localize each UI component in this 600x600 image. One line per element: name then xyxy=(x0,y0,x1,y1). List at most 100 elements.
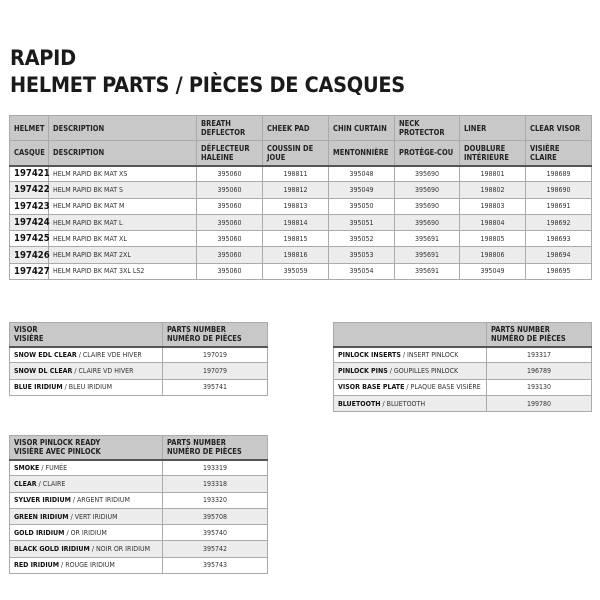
part-number: 395052 xyxy=(328,230,395,248)
item-name-fr: GOUPILLES PINLOCK xyxy=(393,366,459,375)
part-code: 197423 xyxy=(9,197,50,215)
separator: / xyxy=(68,512,75,521)
part-number: 198801 xyxy=(459,164,526,183)
item-name: BLUETOOTH / BLUETOOTH xyxy=(333,394,487,413)
part-number: 198693 xyxy=(525,230,592,248)
part-number: 199780 xyxy=(486,394,592,413)
item-name-en: BLUE IRIDIUM xyxy=(14,383,63,392)
item-name-en: RED IRIDIUM xyxy=(14,561,60,570)
part-number: 193317 xyxy=(486,345,592,364)
column-header: CLEAR VISOR xyxy=(525,115,592,141)
item-name: GREEN IRIDIUM / VERT IRIDIUM xyxy=(9,507,163,526)
item-name-fr: FUMÉE xyxy=(45,463,68,472)
separator: / xyxy=(39,463,46,472)
helmet-parts-table: HELMET DESCRIPTION BREATH DEFLECTOR CHEEK P… xyxy=(9,115,592,281)
item-name-fr: NOIR OR IRIDIUM xyxy=(95,545,151,554)
table-row: 197425 HELM RAPID BK MAT XL 395060 198815 39… xyxy=(9,230,592,248)
separator: / xyxy=(64,528,71,537)
part-number: 395690 xyxy=(394,164,460,183)
item-name: SNOW EDL CLEAR / CLAIRE VDE HIVER xyxy=(9,345,163,364)
item-name-en: SNOW EDL CLEAR xyxy=(14,350,77,359)
part-code: 197426 xyxy=(9,246,50,264)
item-name-fr: OR IRIDIUM xyxy=(70,528,107,537)
separator: / xyxy=(400,350,407,359)
item-name: SMOKE / FUMÉE xyxy=(9,458,163,477)
part-number: 197079 xyxy=(162,362,268,380)
parts-number-header: PARTS NUMBER NUMÉRO DE PIÈCES xyxy=(162,322,268,348)
part-number: 395690 xyxy=(394,213,460,232)
part-code: 197424 xyxy=(9,213,50,232)
part-number: 198816 xyxy=(262,246,329,264)
column-header: LINER xyxy=(459,115,526,141)
part-number: 395051 xyxy=(328,213,395,232)
part-number: 193130 xyxy=(486,378,592,396)
item-name: CLEAR / CLAIRE xyxy=(9,475,163,493)
part-number: 193318 xyxy=(162,475,268,493)
part-number: 196789 xyxy=(486,362,592,380)
item-name-fr: INSERT PINLOCK xyxy=(406,350,459,359)
description: HELM RAPID BK MAT 3XL LS2 xyxy=(48,262,197,281)
part-number: 395743 xyxy=(162,556,268,575)
part-number: 198694 xyxy=(525,246,592,264)
part-number: 198815 xyxy=(262,230,329,248)
separator: / xyxy=(72,366,79,375)
pinlock-header: VISOR PINLOCK READY VISIÈRE AVEC PINLOCK xyxy=(9,435,163,461)
item-name-en: CLEAR xyxy=(14,479,37,488)
table-row: VISOR BASE PLATE / PLAQUE BASE VISIÈRE 19… xyxy=(333,378,592,396)
item-name-en: BLUETOOTH xyxy=(338,399,381,408)
column-header: DÉFLECTEUR HALEINE xyxy=(196,140,263,167)
table-row: 197427 HELM RAPID BK MAT 3XL LS2 395060 395… xyxy=(9,262,592,281)
description: HELM RAPID BK MAT 2XL xyxy=(48,246,197,264)
table-row: SNOW EDL CLEAR / CLAIRE VDE HIVER 197019 xyxy=(9,345,268,364)
separator: / xyxy=(387,366,394,375)
part-number: 395049 xyxy=(459,262,526,281)
item-name: SNOW DL CLEAR / CLAIRE VD HIVER xyxy=(9,362,163,380)
description: HELM RAPID BK MAT M xyxy=(48,197,197,215)
part-number: 395048 xyxy=(328,164,395,183)
accessories-header xyxy=(333,322,487,348)
accessories-table: PARTS NUMBER NUMÉRO DE PIÈCES PINLOCK INS… xyxy=(333,322,592,413)
part-number: 198695 xyxy=(525,262,592,281)
item-name-en: VISOR BASE PLATE xyxy=(338,383,405,392)
table-row: RED IRIDIUM / ROUGE IRIDIUM 395743 xyxy=(9,556,268,575)
part-number: 395691 xyxy=(394,262,460,281)
item-name-fr: CLAIRE VD HIVER xyxy=(78,366,134,375)
item-name-fr: ARGENT IRIDIUM xyxy=(76,496,130,505)
column-header: COUSSIN DE JOUE xyxy=(262,140,329,167)
table-row: 197421 HELM RAPID BK MAT XS 395060 198811 39… xyxy=(9,164,592,183)
part-number: 198692 xyxy=(525,213,592,232)
separator: / xyxy=(76,350,83,359)
item-name: VISOR BASE PLATE / PLAQUE BASE VISIÈRE xyxy=(333,378,487,396)
table-row: PINLOCK PINS / GOUPILLES PINLOCK 196789 xyxy=(333,362,592,380)
column-header: CHIN CURTAIN xyxy=(328,115,395,141)
part-number: 395742 xyxy=(162,540,268,558)
parts-number-header: PARTS NUMBER NUMÉRO DE PIÈCES xyxy=(162,435,268,461)
description: HELM RAPID BK MAT XS xyxy=(48,164,197,183)
part-number: 395049 xyxy=(328,181,395,199)
visor-table: VISOR VISIÈRE PARTS NUMBER NUMÉRO DE PIÈCES… xyxy=(9,322,268,396)
table-row: GREEN IRIDIUM / VERT IRIDIUM 395708 xyxy=(9,507,268,526)
part-number: 193319 xyxy=(162,458,268,477)
part-number: 198802 xyxy=(459,181,526,199)
part-number: 198806 xyxy=(459,246,526,264)
item-name-fr: ROUGE IRIDIUM xyxy=(65,561,115,570)
part-code: 197427 xyxy=(9,262,50,281)
part-number: 395740 xyxy=(162,524,268,542)
parts-number-header: PARTS NUMBER NUMÉRO DE PIÈCES xyxy=(486,322,592,348)
separator: / xyxy=(89,545,96,554)
part-number: 395708 xyxy=(162,507,268,526)
part-number: 395690 xyxy=(394,181,460,199)
item-name-en: SNOW DL CLEAR xyxy=(14,366,73,375)
table-row: SMOKE / FUMÉE 193319 xyxy=(9,458,268,477)
description: HELM RAPID BK MAT XL xyxy=(48,230,197,248)
item-name: BLUE IRIDIUM / BLEU IRIDIUM xyxy=(9,378,163,396)
column-header: CASQUE xyxy=(9,140,49,167)
item-name-fr: VERT IRIDIUM xyxy=(74,512,118,521)
item-name: GOLD IRIDIUM / OR IRIDIUM xyxy=(9,524,163,542)
item-name-fr: BLEU IRIDIUM xyxy=(68,383,113,392)
item-name: RED IRIDIUM / ROUGE IRIDIUM xyxy=(9,556,163,575)
part-number: 198689 xyxy=(525,164,592,183)
column-header: HELMET xyxy=(9,115,49,141)
item-name-fr: PLAQUE BASE VISIÈRE xyxy=(410,383,481,392)
part-number: 395060 xyxy=(196,164,263,183)
